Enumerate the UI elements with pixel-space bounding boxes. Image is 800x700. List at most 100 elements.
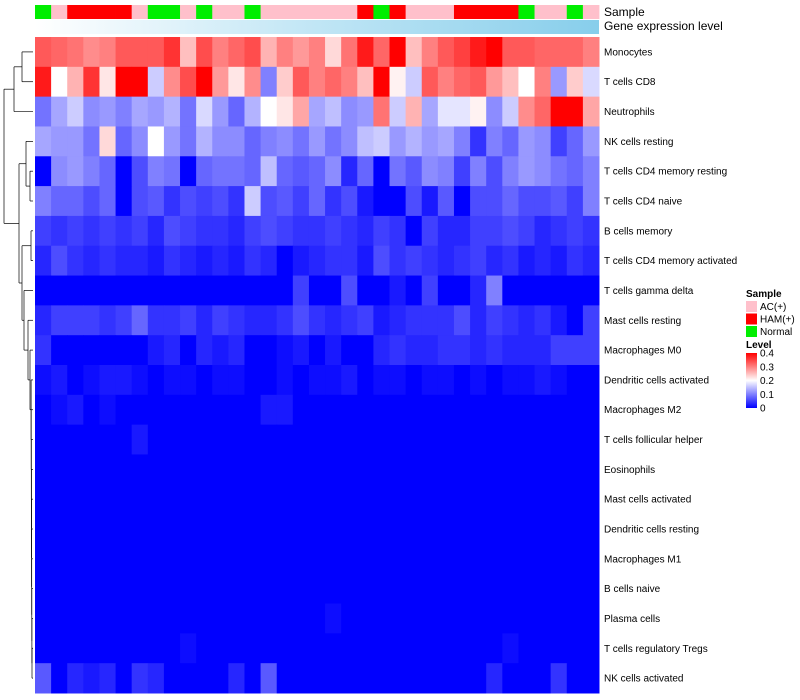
heatmap-cell — [453, 365, 471, 396]
heatmap-cell — [244, 424, 262, 455]
heatmap-cell — [228, 573, 245, 605]
heatmap-cell — [421, 66, 439, 98]
heatmap-cell — [325, 514, 342, 545]
heatmap-cell — [163, 37, 181, 68]
heatmap-cell — [180, 245, 197, 277]
heatmap-cell — [486, 663, 503, 694]
heatmap-cell — [518, 603, 536, 634]
heatmap-cell — [83, 37, 100, 68]
heatmap-cell — [147, 156, 165, 187]
heatmap-cell — [437, 275, 455, 306]
heatmap-cell — [550, 633, 568, 664]
heatmap-cell — [373, 514, 391, 545]
heatmap-cell — [582, 186, 600, 217]
heatmap-cell — [470, 394, 487, 426]
heatmap-cell — [566, 543, 584, 575]
heatmap-cell — [115, 245, 133, 277]
heatmap-cell — [115, 603, 133, 634]
heatmap-cell — [389, 394, 407, 426]
heatmap-cell — [308, 543, 326, 575]
heatmap-cell — [51, 186, 68, 217]
heatmap-cell — [373, 424, 391, 455]
heatmap-cell — [421, 424, 439, 455]
sample-annotation-cell — [35, 5, 52, 19]
heatmap-cell — [534, 156, 552, 187]
heatmap-cell — [276, 186, 294, 217]
heatmap-cell — [341, 215, 358, 247]
heatmap-cell — [180, 424, 197, 455]
heatmap-cell — [534, 335, 552, 366]
heatmap-cell — [180, 335, 197, 366]
heatmap-cell — [421, 96, 439, 127]
heatmap-cell — [341, 424, 358, 455]
heatmap-cell — [276, 305, 294, 336]
heatmap-cell — [276, 633, 294, 664]
sample-annotation-cell — [518, 5, 535, 19]
heatmap-cell — [341, 573, 358, 605]
heatmap-cell — [308, 573, 326, 605]
heatmap-cell — [341, 335, 358, 366]
heatmap-cell — [308, 514, 326, 545]
heatmap-cell — [212, 96, 229, 127]
heatmap-cell — [115, 514, 133, 545]
heatmap-cell — [421, 275, 439, 306]
heatmap-cell — [35, 126, 52, 157]
heatmap-cell — [582, 156, 600, 187]
heatmap-cells — [35, 37, 600, 694]
heatmap-cell — [308, 394, 326, 426]
heatmap-cell — [550, 335, 568, 366]
heatmap-cell — [67, 215, 84, 247]
heatmap-cell — [405, 245, 423, 277]
heatmap-cell — [212, 603, 229, 634]
heatmap-cell — [486, 365, 503, 396]
heatmap-cell — [244, 514, 262, 545]
heatmap-cell — [260, 186, 278, 217]
heatmap-cell — [292, 66, 310, 98]
heatmap-cell — [196, 424, 213, 455]
heatmap-cell — [147, 573, 165, 605]
heatmap-cell — [550, 454, 568, 485]
heatmap-cell — [260, 663, 278, 694]
heatmap-cell — [437, 603, 455, 634]
heatmap-cell — [470, 305, 487, 336]
heatmap-cell — [518, 66, 536, 98]
heatmap-cell — [131, 454, 149, 485]
heatmap-cell — [389, 365, 407, 396]
heatmap-cell — [566, 126, 584, 157]
heatmap-cell — [212, 156, 229, 187]
heatmap-cell — [566, 573, 584, 605]
heatmap-cell — [453, 633, 471, 664]
heatmap-cell — [550, 96, 568, 127]
heatmap-cell — [518, 663, 536, 694]
heatmap-cell — [453, 335, 471, 366]
sample-annotation-cell — [325, 5, 342, 19]
row-label: B cells memory — [604, 226, 672, 237]
heatmap-cell — [180, 156, 197, 187]
heatmap-cell — [325, 454, 342, 485]
heatmap-cell — [147, 126, 165, 157]
heatmap-cell — [244, 245, 262, 277]
heatmap-cell — [35, 424, 52, 455]
heatmap-cell — [131, 633, 149, 664]
heatmap-cell — [147, 275, 165, 306]
heatmap-cell — [292, 275, 310, 306]
heatmap-cell — [582, 514, 600, 545]
heatmap-cell — [357, 365, 374, 396]
heatmap-cell — [180, 663, 197, 694]
heatmap-cell — [582, 96, 600, 127]
heatmap-cell — [421, 156, 439, 187]
sample-annotation-label: Sample — [604, 5, 645, 19]
heatmap-cell — [405, 543, 423, 575]
heatmap-cell — [99, 454, 117, 485]
heatmap-cell — [325, 633, 342, 664]
heatmap-cell — [163, 96, 181, 127]
heatmap-cell — [486, 335, 503, 366]
heatmap-cell — [437, 424, 455, 455]
heatmap-cell — [292, 245, 310, 277]
heatmap-cell — [486, 96, 503, 127]
heatmap-cell — [325, 365, 342, 396]
heatmap-cell — [276, 603, 294, 634]
heatmap-cell — [405, 394, 423, 426]
heatmap-cell — [83, 126, 100, 157]
heatmap-cell — [196, 365, 213, 396]
